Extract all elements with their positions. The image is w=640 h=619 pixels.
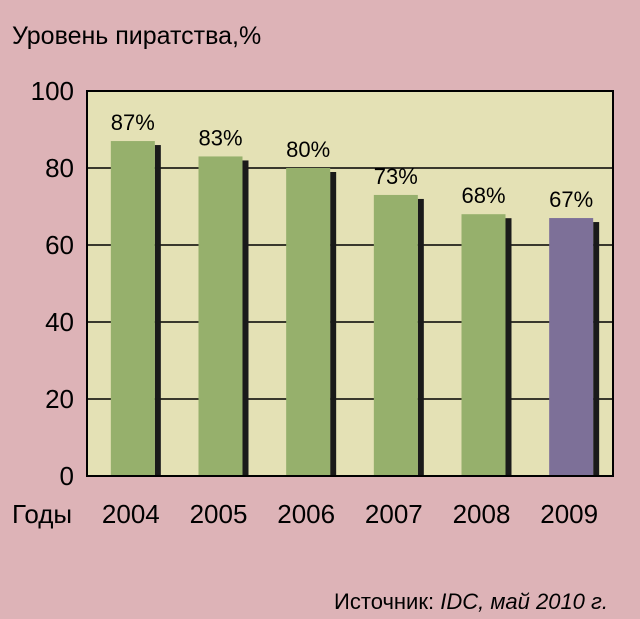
bar [461,214,506,476]
source-note: Источник: IDC, май 2010 г. [334,589,608,614]
y-tick-label: 0 [60,461,74,491]
y-axis: 0 20 40 60 80 100 [31,76,74,491]
bar [549,218,594,477]
x-tick-label: 2008 [453,499,511,529]
source-name: IDC, май 2010 г. [440,589,608,614]
bar-shadow [330,172,337,476]
source-prefix: Источник: [334,589,440,614]
bar-shadow [505,218,512,476]
x-axis-label: Годы [12,499,72,529]
data-label: 80% [286,137,330,162]
y-tick-label: 20 [45,384,74,414]
x-tick-label: 2007 [365,499,423,529]
x-tick-label: 2004 [102,499,160,529]
bar [373,194,418,476]
bar-shadow [242,160,249,476]
data-label: 73% [374,164,418,189]
data-label: 68% [461,183,505,208]
bar-shadow [593,222,600,476]
data-labels: 87% 83% 80% 73% 68% 67% [111,110,593,212]
bars [110,141,600,477]
bar [286,168,331,476]
data-label: 87% [111,110,155,135]
x-tick-label: 2005 [190,499,248,529]
bar [110,141,155,477]
bar-shadow [417,198,424,476]
y-tick-label: 80 [45,153,74,183]
x-axis: 2004 2005 2006 2007 2008 2009 [87,475,613,529]
chart-title: Уровень пиратства,% [12,22,261,50]
bar [198,156,243,476]
y-tick-label: 60 [45,230,74,260]
grid [87,167,613,400]
y-tick-label: 40 [45,307,74,337]
plot-area [86,90,614,477]
x-tick-label: 2006 [277,499,335,529]
data-label: 83% [198,125,242,150]
data-label: 67% [549,187,593,212]
x-tick-label: 2009 [540,499,598,529]
bar-shadow [154,145,161,477]
y-tick-label: 100 [31,76,74,106]
